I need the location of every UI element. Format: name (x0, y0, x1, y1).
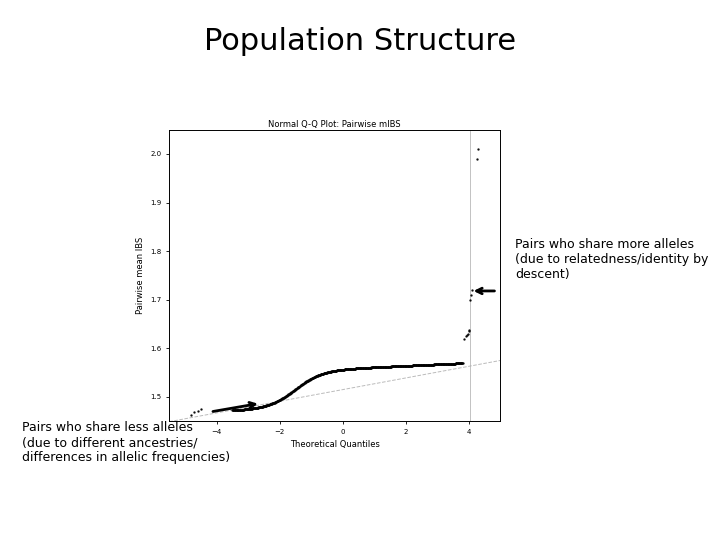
Text: Population Structure: Population Structure (204, 27, 516, 56)
Text: Pairs who share less alleles
(due to different ancestries/
differences in alleli: Pairs who share less alleles (due to dif… (22, 421, 230, 464)
X-axis label: Theoretical Quantiles: Theoretical Quantiles (290, 441, 379, 449)
Text: Pairs who share more alleles
(due to relatedness/identity by
descent): Pairs who share more alleles (due to rel… (515, 238, 708, 281)
Y-axis label: Pairwise mean IBS: Pairwise mean IBS (136, 237, 145, 314)
Title: Normal Q-Q Plot: Pairwise mIBS: Normal Q-Q Plot: Pairwise mIBS (269, 120, 401, 129)
